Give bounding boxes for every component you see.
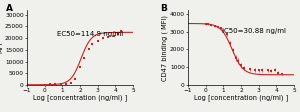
Text: IC50=30.88 ng/ml: IC50=30.88 ng/ml — [222, 28, 286, 34]
X-axis label: Log [concentration (ng/ml) ]: Log [concentration (ng/ml) ] — [194, 95, 288, 101]
Text: EC50=114.9 ng/ml: EC50=114.9 ng/ml — [57, 31, 123, 37]
Y-axis label: MFI: MFI — [0, 42, 4, 53]
X-axis label: Log [concentration (ng/ml) ]: Log [concentration (ng/ml) ] — [33, 95, 127, 101]
Text: A: A — [6, 4, 13, 13]
Text: B: B — [160, 4, 167, 13]
Y-axis label: CD47 binding ( MFI): CD47 binding ( MFI) — [162, 15, 169, 81]
